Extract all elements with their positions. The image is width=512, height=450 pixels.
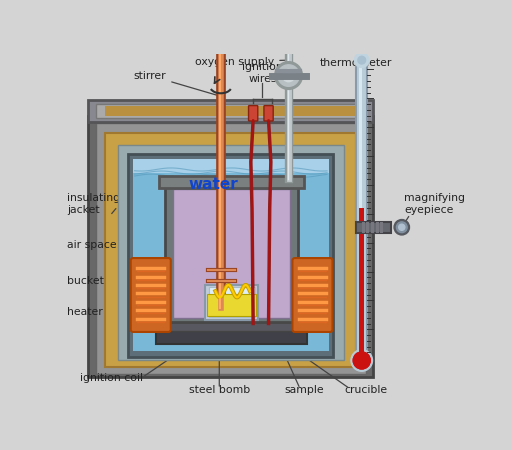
Text: steel bomb: steel bomb	[188, 385, 250, 395]
Text: water: water	[188, 177, 238, 192]
Text: stirrer: stirrer	[134, 71, 218, 95]
Bar	[89, 100, 373, 122]
Bar	[96, 104, 366, 118]
Bar	[362, 222, 365, 233]
Bar	[367, 222, 370, 233]
Bar	[165, 185, 298, 322]
Circle shape	[353, 352, 370, 369]
Text: ignition coil: ignition coil	[80, 373, 143, 383]
Circle shape	[351, 350, 373, 371]
Bar	[159, 176, 304, 188]
Bar	[105, 106, 356, 117]
Circle shape	[396, 222, 407, 233]
Circle shape	[358, 56, 366, 64]
Text: bucket: bucket	[67, 276, 104, 286]
Bar	[376, 222, 379, 233]
Text: crucible: crucible	[344, 385, 387, 395]
Bar	[380, 222, 383, 233]
Bar	[89, 116, 373, 378]
Bar	[133, 159, 329, 173]
Bar	[207, 294, 256, 316]
Text: ignition
wires: ignition wires	[242, 63, 283, 84]
Bar	[356, 222, 391, 233]
Text: insulating
jacket: insulating jacket	[67, 194, 120, 215]
FancyBboxPatch shape	[264, 106, 273, 121]
Circle shape	[283, 69, 295, 82]
Bar	[164, 316, 300, 331]
Bar	[96, 123, 366, 374]
Circle shape	[275, 62, 303, 90]
FancyBboxPatch shape	[248, 106, 258, 121]
Bar	[205, 285, 258, 320]
Bar	[356, 58, 367, 358]
Circle shape	[278, 65, 300, 86]
Circle shape	[355, 53, 369, 67]
Bar	[129, 154, 333, 357]
Bar	[118, 145, 344, 360]
Circle shape	[353, 352, 370, 369]
Text: air space: air space	[67, 240, 116, 250]
Bar	[156, 327, 307, 344]
Circle shape	[394, 220, 410, 235]
Text: heater: heater	[67, 307, 102, 317]
Text: oxygen supply: oxygen supply	[195, 57, 286, 67]
Bar	[105, 133, 356, 367]
FancyBboxPatch shape	[131, 258, 171, 332]
Text: magnifying
eyepiece: magnifying eyepiece	[404, 194, 465, 215]
Bar	[173, 189, 290, 318]
FancyBboxPatch shape	[292, 258, 332, 332]
Circle shape	[399, 224, 405, 230]
Bar	[371, 222, 374, 233]
Bar	[133, 159, 329, 351]
Text: thermometer: thermometer	[319, 58, 392, 68]
Bar	[208, 287, 254, 317]
Text: sample: sample	[284, 385, 324, 395]
Bar	[359, 208, 364, 356]
Bar	[359, 60, 362, 356]
